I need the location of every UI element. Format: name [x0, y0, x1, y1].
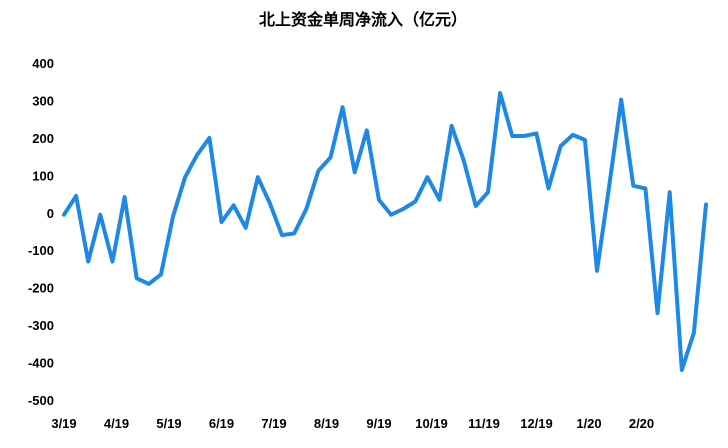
y-tick-label: 300	[32, 93, 54, 108]
x-tick-label: 7/19	[261, 416, 286, 431]
x-tick-label: 3/19	[51, 416, 76, 431]
x-tick-label: 11/19	[468, 416, 500, 431]
x-tick-label: 5/19	[156, 416, 181, 431]
series-line	[62, 91, 708, 372]
x-tick-label: 9/19	[366, 416, 391, 431]
y-tick-label: 200	[32, 131, 54, 146]
x-tick-label: 2/20	[629, 416, 654, 431]
chart-title: 北上资金单周净流入（亿元）	[259, 10, 467, 29]
y-axis-ticks: 400 300 200 100 0 -100 -200 -300 -400 -500	[28, 56, 54, 408]
y-tick-label: 0	[47, 206, 54, 221]
x-tick-label: 4/19	[104, 416, 129, 431]
x-tick-label: 10/19	[415, 416, 448, 431]
x-axis-ticks: 3/19 4/19 5/19 6/19 7/19 8/19 9/19 10/19 11/19 12…	[51, 416, 654, 431]
y-tick-label: -500	[28, 393, 54, 408]
y-tick-label: 400	[32, 56, 54, 71]
y-tick-label: -300	[28, 318, 54, 333]
x-tick-label: 1/20	[576, 416, 601, 431]
y-tick-label: 100	[32, 168, 54, 183]
x-tick-label: 6/19	[209, 416, 234, 431]
x-tick-label: 12/19	[520, 416, 553, 431]
y-tick-label: -200	[28, 281, 54, 296]
x-tick-label: 8/19	[314, 416, 339, 431]
y-tick-label: -100	[28, 243, 54, 258]
series-group	[62, 91, 708, 372]
y-tick-label: -400	[28, 356, 54, 371]
